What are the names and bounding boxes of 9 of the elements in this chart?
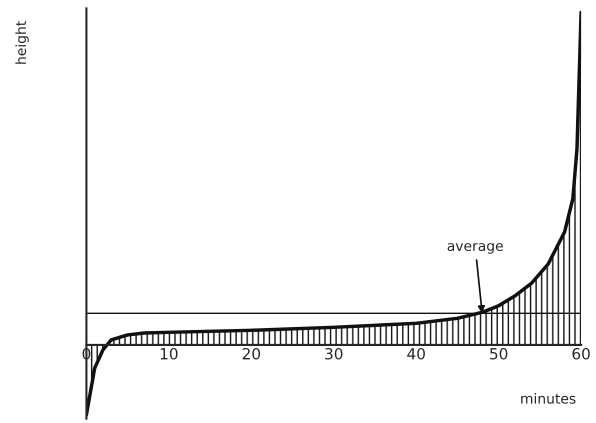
x-tick-label: 60 — [572, 348, 590, 360]
x-tick-label: 30 — [325, 348, 342, 360]
x-tick-label: 40 — [407, 348, 425, 360]
y-axis-title: height — [15, 21, 29, 64]
x-tick-label: 20 — [242, 348, 260, 360]
annotation: average — [448, 243, 503, 254]
x-tick-label: 10 — [160, 348, 178, 360]
x-axis-title: minutes — [521, 393, 576, 404]
x-tick-label: 50 — [490, 348, 508, 360]
